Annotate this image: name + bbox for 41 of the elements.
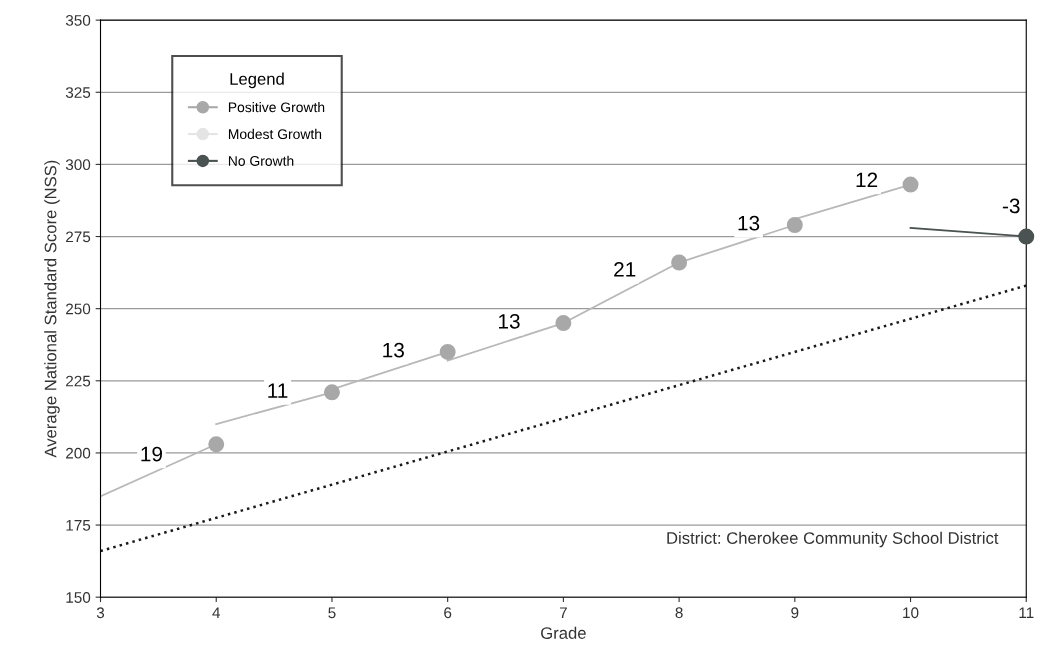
annotation: 21 — [614, 261, 636, 277]
x-tick-label: 5 — [328, 607, 336, 619]
point — [1018, 228, 1035, 245]
x-tick-label: 6 — [444, 607, 452, 619]
x-tick-label: 8 — [675, 607, 683, 619]
y-tick-label: 225 — [66, 375, 91, 387]
x-axis-title: Grade — [541, 626, 586, 639]
y-tick-label: 275 — [66, 231, 91, 243]
annotation: 13 — [499, 313, 520, 329]
legend-title: Legend — [230, 72, 284, 89]
y-tick-label: 150 — [66, 592, 91, 603]
point — [786, 217, 803, 233]
y-tick-label: 200 — [66, 447, 91, 459]
x-tick-label: 7 — [559, 607, 567, 618]
point — [555, 315, 572, 332]
x-tick-label: 10 — [903, 607, 919, 619]
point — [208, 436, 225, 453]
point — [902, 176, 919, 193]
y-tick-label: 350 — [65, 15, 91, 26]
y-axis-title: Average National Standard Score (NSS) — [44, 160, 60, 458]
annotation: District: Cherokee Community School District — [667, 531, 999, 548]
point — [323, 384, 340, 401]
x-tick-label: 4 — [212, 607, 221, 618]
legend-label: Modest Growth — [228, 128, 322, 140]
x-tick-label: 9 — [791, 607, 799, 619]
y-tick-label: 175 — [66, 520, 91, 531]
point — [439, 343, 456, 360]
annotation: 19 — [141, 446, 163, 462]
annotation: 13 — [383, 342, 404, 358]
y-tick-label: 250 — [66, 303, 91, 315]
annotation: 13 — [738, 215, 760, 231]
y-tick-label: 325 — [65, 87, 91, 98]
x-tick-label: 3 — [96, 607, 105, 619]
y-tick-label: 300 — [65, 159, 91, 171]
annotation: -3 — [1002, 198, 1020, 214]
legend-label: No Growth — [228, 155, 294, 166]
annotation: 11 — [268, 383, 288, 398]
legend-label: Positive Growth — [228, 102, 325, 113]
point — [671, 254, 688, 271]
x-tick-label: 11 — [1019, 607, 1034, 618]
annotation: 12 — [856, 172, 878, 188]
